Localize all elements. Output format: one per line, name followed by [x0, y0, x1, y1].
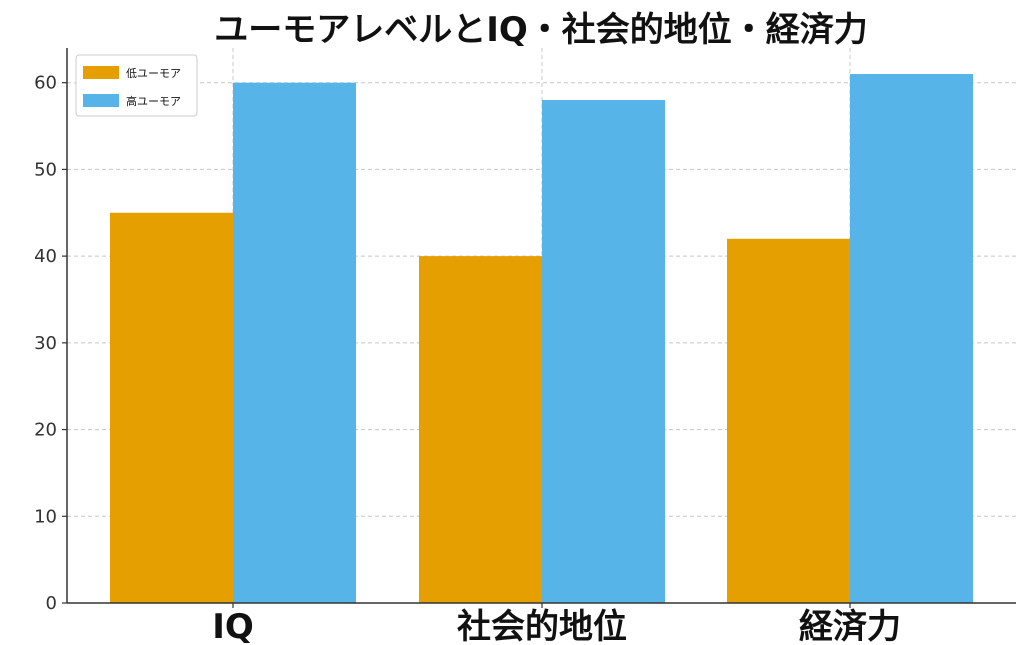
- x-tick-label: IQ: [212, 607, 254, 645]
- y-tick-label: 20: [34, 420, 57, 441]
- chart-title: ユーモアレベルとIQ・社会的地位・経済力: [214, 10, 868, 50]
- bar-high-humor-1: [542, 100, 665, 603]
- bar-high-humor-0: [233, 82, 356, 603]
- bar-low-humor-0: [110, 212, 233, 603]
- x-tick-label: 社会的地位: [457, 607, 627, 645]
- bar-high-humor-2: [850, 74, 973, 603]
- legend-label: 低ユーモア: [126, 67, 181, 80]
- bar-low-humor-1: [419, 256, 542, 603]
- y-tick-label: 0: [46, 593, 57, 614]
- y-tick-label: 30: [34, 333, 57, 354]
- y-tick-label: 50: [34, 159, 57, 180]
- legend-swatch: [83, 94, 119, 107]
- x-tick-label: 経済力: [799, 607, 901, 645]
- y-tick-label: 10: [34, 506, 57, 527]
- bars: [110, 74, 973, 603]
- y-tick-label: 40: [34, 246, 57, 267]
- y-tick-label: 60: [34, 73, 57, 94]
- y-tick-labels: 0 10 20 30 40 50 60: [34, 73, 67, 614]
- x-tick-labels: IQ 社会的地位 経済力: [212, 603, 901, 645]
- legend-label: 高ユーモア: [126, 94, 181, 108]
- bar-low-humor-2: [727, 238, 850, 603]
- legend-swatch: [83, 66, 119, 79]
